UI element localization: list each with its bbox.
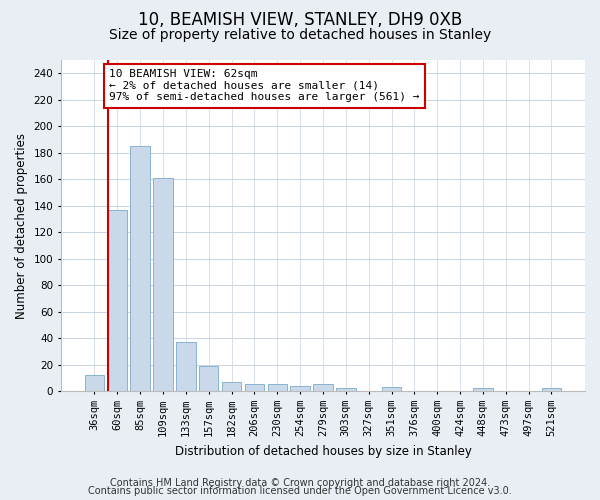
Bar — [130, 146, 150, 391]
Bar — [107, 210, 127, 391]
Bar — [222, 382, 241, 391]
Bar — [290, 386, 310, 391]
Bar — [542, 388, 561, 391]
Bar — [336, 388, 356, 391]
Text: 10, BEAMISH VIEW, STANLEY, DH9 0XB: 10, BEAMISH VIEW, STANLEY, DH9 0XB — [138, 11, 462, 29]
Bar — [176, 342, 196, 391]
Bar — [154, 178, 173, 391]
Text: Contains public sector information licensed under the Open Government Licence v3: Contains public sector information licen… — [88, 486, 512, 496]
Bar — [199, 366, 218, 391]
Bar — [473, 388, 493, 391]
Text: Size of property relative to detached houses in Stanley: Size of property relative to detached ho… — [109, 28, 491, 42]
Bar — [382, 387, 401, 391]
Bar — [313, 384, 332, 391]
Y-axis label: Number of detached properties: Number of detached properties — [15, 132, 28, 318]
X-axis label: Distribution of detached houses by size in Stanley: Distribution of detached houses by size … — [175, 444, 472, 458]
Text: Contains HM Land Registry data © Crown copyright and database right 2024.: Contains HM Land Registry data © Crown c… — [110, 478, 490, 488]
Bar — [245, 384, 264, 391]
Bar — [268, 384, 287, 391]
Bar — [85, 375, 104, 391]
Text: 10 BEAMISH VIEW: 62sqm
← 2% of detached houses are smaller (14)
97% of semi-deta: 10 BEAMISH VIEW: 62sqm ← 2% of detached … — [109, 70, 420, 102]
